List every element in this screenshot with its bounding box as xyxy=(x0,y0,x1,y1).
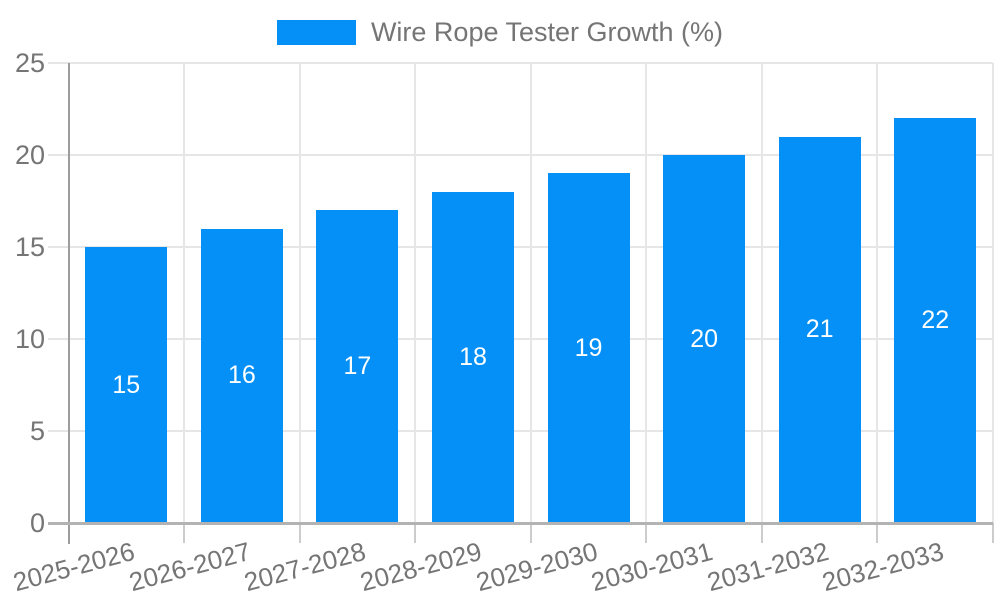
y-gridline xyxy=(48,246,993,248)
bar-value-label: 16 xyxy=(227,361,256,390)
y-gridline xyxy=(48,154,993,156)
bar-value-label: 20 xyxy=(690,324,718,353)
bar-value-label: 19 xyxy=(574,333,603,362)
x-gridline xyxy=(876,63,879,523)
y-axis-line xyxy=(67,63,70,544)
x-axis-tick xyxy=(760,523,763,543)
bar: 15 xyxy=(85,247,168,523)
x-gridline xyxy=(414,63,417,523)
x-axis-tick xyxy=(529,523,532,543)
bar: 17 xyxy=(316,210,399,523)
y-gridline xyxy=(48,338,993,340)
x-gridline xyxy=(645,63,648,523)
bar: 19 xyxy=(547,173,630,523)
bar-value-label: 17 xyxy=(343,352,372,381)
bar: 21 xyxy=(778,136,861,523)
y-axis-tick-label: 25 xyxy=(14,48,45,78)
y-gridline xyxy=(48,62,993,64)
x-axis-line xyxy=(48,522,993,525)
y-axis-tick-label: 15 xyxy=(14,232,45,262)
bar-value-label: 18 xyxy=(459,342,487,371)
x-axis-tick xyxy=(414,523,417,543)
x-gridline xyxy=(298,63,301,523)
x-gridline xyxy=(529,63,532,523)
bar-value-label: 21 xyxy=(805,315,834,344)
x-gridline xyxy=(992,63,994,523)
bar: 22 xyxy=(894,118,977,523)
x-gridline xyxy=(760,63,763,523)
x-axis-tick xyxy=(992,523,994,543)
y-axis-tick-label: 10 xyxy=(14,324,45,354)
y-axis-tick-label: 0 xyxy=(29,508,45,538)
x-axis-tick xyxy=(645,523,648,543)
x-axis-tick xyxy=(876,523,879,543)
bar: 20 xyxy=(663,155,746,523)
bar: 16 xyxy=(200,228,283,523)
y-axis-tick-label: 20 xyxy=(14,140,45,170)
x-axis-tick xyxy=(298,523,301,543)
legend-swatch xyxy=(276,20,356,45)
y-axis-tick-label: 5 xyxy=(29,416,45,446)
bar-value-label: 15 xyxy=(112,370,141,399)
y-gridline xyxy=(48,430,993,432)
legend-label: Wire Rope Tester Growth (%) xyxy=(370,17,724,47)
x-axis-tick xyxy=(183,523,186,543)
legend[interactable]: Wire Rope Tester Growth (%) xyxy=(0,17,1000,48)
bar-value-label: 22 xyxy=(921,306,950,335)
x-gridline xyxy=(183,63,186,523)
bar: 18 xyxy=(431,191,514,523)
